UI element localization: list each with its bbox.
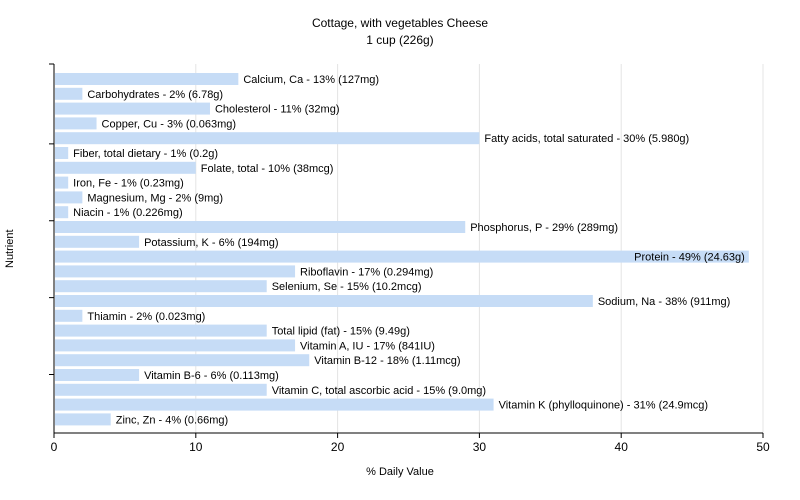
bar-label-21: Vitamin C, total ascorbic acid - 15% (9.… <box>272 385 486 397</box>
bar-7 <box>55 176 69 189</box>
bar-label-16: Thiamin - 2% (0.023mg) <box>87 311 205 323</box>
bar-10 <box>55 221 466 233</box>
bar-21 <box>55 383 267 396</box>
bar-label-9: Niacin - 1% (0.226mg) <box>73 207 182 219</box>
bar-22 <box>55 398 494 411</box>
bar-label-23: Zinc, Zn - 4% (0.66mg) <box>116 414 228 426</box>
bar-label-3: Copper, Cu - 3% (0.063mg) <box>102 118 237 130</box>
bar-6 <box>55 161 196 174</box>
bar-20 <box>55 369 140 381</box>
bar-label-15: Sodium, Na - 38% (911mg) <box>598 296 730 308</box>
bar-label-4: Fatty acids, total saturated - 30% (5.98… <box>484 133 689 145</box>
bar-3 <box>55 117 97 130</box>
bars: Calcium, Ca - 13% (127mg) Carbohydrates -… <box>55 73 749 426</box>
bar-label-11: Potassium, K - 6% (194mg) <box>144 237 279 249</box>
bar-23 <box>55 413 111 426</box>
bar-13 <box>55 265 296 278</box>
bar-label-19: Vitamin B-12 - 18% (1.11mcg) <box>314 355 460 367</box>
bar-label-17: Total lipid (fat) - 15% (9.49g) <box>272 326 410 338</box>
bar-label-1: Carbohydrates - 2% (6.78g) <box>87 89 223 101</box>
bar-label-2: Cholesterol - 11% (32mg) <box>215 104 340 116</box>
x-tick-label-3: 30 <box>473 440 487 454</box>
bar-label-5: Fiber, total dietary - 1% (0.2g) <box>73 148 218 160</box>
bar-2 <box>55 102 210 115</box>
bar-label-13: Riboflavin - 17% (0.294mg) <box>300 266 433 278</box>
bar-label-18: Vitamin A, IU - 17% (841IU) <box>300 340 435 352</box>
bar-label-22: Vitamin K (phylloquinone) - 31% (24.9mcg… <box>499 400 709 412</box>
bar-8 <box>55 191 83 204</box>
bar-0 <box>55 73 239 85</box>
bar-label-8: Magnesium, Mg - 2% (9mg) <box>87 192 223 204</box>
bar-label-20: Vitamin B-6 - 6% (0.113mg) <box>144 370 279 382</box>
bar-label-7: Iron, Fe - 1% (0.23mg) <box>73 178 184 190</box>
bar-9 <box>55 206 69 219</box>
bar-16 <box>55 309 83 322</box>
bar-label-0: Calcium, Ca - 13% (127mg) <box>243 74 379 86</box>
x-axis-label: % Daily Value <box>366 466 434 478</box>
x-tick-label-4: 40 <box>615 440 629 454</box>
bar-18 <box>55 339 296 352</box>
x-tick-label-5: 50 <box>756 440 770 454</box>
bar-12 <box>55 250 749 263</box>
bar-15 <box>55 295 593 307</box>
bar-19 <box>55 354 310 367</box>
bar-4 <box>55 132 480 145</box>
bar-1 <box>55 87 83 100</box>
chart-title: Cottage, with vegetables Cheese <box>311 16 489 30</box>
bar-label-10: Phosphorus, P - 29% (289mg) <box>470 222 618 234</box>
x-tick-label-2: 20 <box>331 440 345 454</box>
axes: 0 10 20 30 40 50 <box>49 63 770 454</box>
x-tick-label-1: 10 <box>189 440 203 454</box>
bar-label-6: Folate, total - 10% (38mcg) <box>201 163 334 175</box>
bar-11 <box>55 235 140 248</box>
bar-14 <box>55 280 267 293</box>
chart-subtitle: 1 cup (226g) <box>366 33 434 47</box>
bar-5 <box>55 147 69 159</box>
bar-label-14: Selenium, Se - 15% (10.2mcg) <box>272 281 422 293</box>
x-tick-label-0: 0 <box>51 440 58 454</box>
bar-label-12: Protein - 49% (24.63g) <box>634 252 745 264</box>
bar-17 <box>55 324 267 337</box>
